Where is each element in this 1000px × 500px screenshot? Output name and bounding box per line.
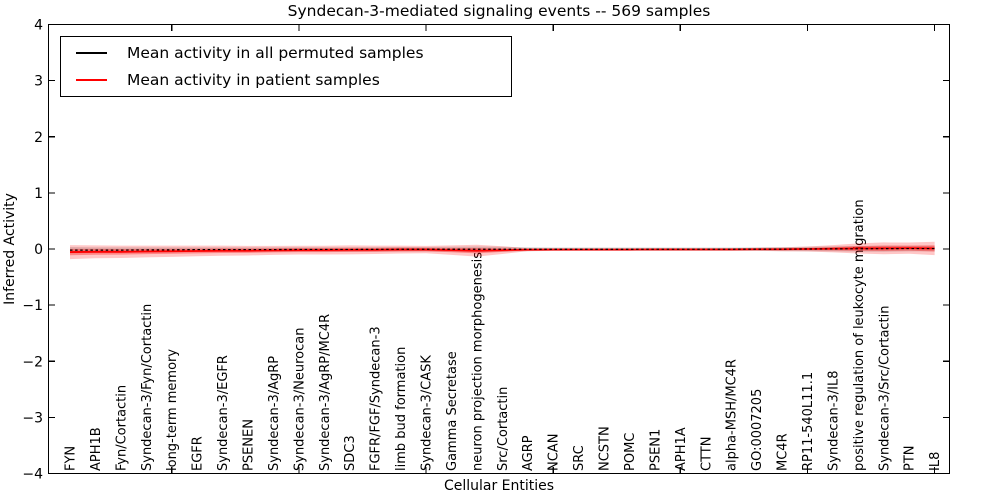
y-tick-label: 4 [34,18,43,34]
x-category-label: MC4R [776,433,791,471]
y-tick-label: 1 [34,186,43,202]
x-category-label: PTN [903,445,918,471]
x-category-label: alpha-MSH/MC4R [725,359,740,471]
x-category-label: Gamma Secretase [445,351,460,471]
legend-line-permuted [76,52,107,54]
x-category-label: Syndecan-3/EGFR [216,355,231,471]
x-category-label: Src/Cortactin [496,387,511,471]
x-category-label: CTTN [699,437,714,471]
legend-entry-permuted: Mean activity in all permuted samples [76,44,511,62]
legend: Mean activity in all permuted samples Me… [60,36,512,97]
x-category-label: Syndecan-3/Src/Cortactin [877,305,892,471]
y-axis-label-wrap: Inferred Activity [1,0,18,497]
x-category-label: Syndecan-3/Fyn/Cortactin [140,304,155,471]
legend-label-patient: Mean activity in patient samples [127,71,380,89]
x-category-label: Syndecan-3/IL8 [826,371,841,471]
x-category-label: GO:0007205 [750,389,765,471]
y-tick-label: −4 [22,467,43,483]
x-category-label: FYN [64,446,79,471]
x-category-label: NCAN [547,434,562,471]
y-tick-label: 3 [34,74,43,90]
x-category-label: APH1A [674,427,689,471]
x-category-label: APH1B [89,427,104,471]
x-category-label: NCSTN [598,426,613,471]
x-category-label: positive regulation of leukocyte migrati… [852,199,867,471]
x-category-label: PSEN1 [648,429,663,471]
legend-line-patient [76,79,107,81]
y-tick-label: −1 [22,298,43,314]
x-category-label: FGFR/FGF/Syndecan-3 [369,326,384,471]
x-category-label: Syndecan-3/CASK [420,355,435,471]
x-axis-label: Cellular Entities [443,478,555,494]
y-tick-label: 2 [34,130,43,146]
x-category-label: IL8 [928,452,943,471]
x-category-label: SDC3 [343,435,358,471]
permuted-mean-line [70,247,935,251]
x-category-label: EGFR [191,436,206,471]
x-category-label: POMC [623,433,638,471]
x-category-label: Fyn/Cortactin [114,385,129,471]
y-tick-label: −2 [22,354,43,370]
x-category-label: SRC [572,445,587,471]
legend-entry-patient: Mean activity in patient samples [76,71,511,89]
x-category-label: Syndecan-3/Neurocan [292,328,307,471]
x-category-label: AGRP [521,435,536,471]
y-tick-label: −3 [22,410,43,426]
legend-label-permuted: Mean activity in all permuted samples [127,44,424,62]
chart-title: Syndecan-3-mediated signaling events -- … [287,2,711,20]
x-category-label: neuron projection morphogenesis [470,252,485,471]
y-tick-label: 0 [34,242,43,258]
x-category-label: Syndecan-3/AgRP/MC4R [318,314,333,471]
x-category-label: long-term memory [165,349,180,471]
y-axis-label: Inferred Activity [1,192,18,305]
x-category-label: limb bud formation [394,347,409,471]
x-category-label: Syndecan-3/AgRP [267,356,282,471]
x-category-label: PSENEN [242,419,257,471]
x-category-label: RP11-540L11.1 [801,372,816,471]
